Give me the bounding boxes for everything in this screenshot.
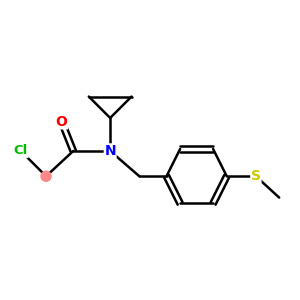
- Text: S: S: [251, 169, 261, 183]
- Text: O: O: [56, 115, 68, 129]
- Circle shape: [41, 171, 51, 181]
- Circle shape: [56, 116, 67, 128]
- Text: Cl: Cl: [14, 145, 28, 158]
- Text: N: N: [104, 144, 116, 158]
